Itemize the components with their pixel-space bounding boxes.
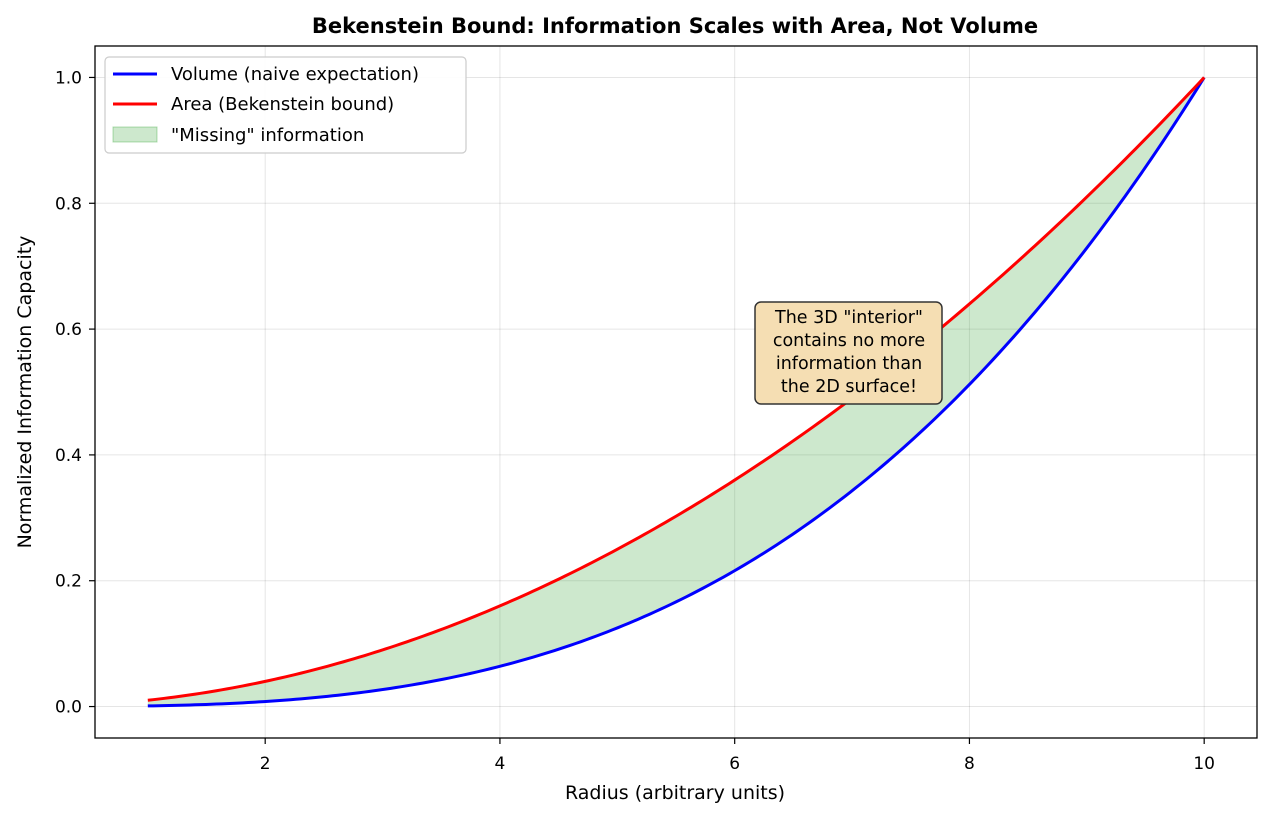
axis-ticks: 2 4 6 8 10 0.0 0.2 0.4 0.6 0.8 1.0 — [55, 68, 1215, 774]
y-tick-label: 0.0 — [55, 698, 82, 718]
plot-frame — [94, 45, 1258, 739]
x-tick-label: 4 — [495, 754, 506, 774]
y-tick-label: 0.4 — [55, 446, 82, 466]
x-axis-label: Radius (arbitrary units) — [565, 782, 785, 804]
annotation-line-1: The 3D "interior" — [774, 308, 923, 328]
annotation-line-4: the 2D surface! — [781, 377, 917, 397]
volume-series-line — [147, 76, 1206, 708]
legend-missing-label: "Missing" information — [171, 125, 364, 146]
legend-missing-swatch — [112, 126, 158, 143]
x-tick-label: 10 — [1193, 754, 1215, 774]
annotation-box — [754, 301, 943, 405]
annotation: The 3D "interior" contains no more infor… — [754, 301, 943, 405]
legend: Volume (naive expectation) Area (Bekenst… — [104, 56, 467, 154]
missing-information-fill — [147, 77, 1205, 706]
x-tick-label: 8 — [964, 754, 975, 774]
y-tick-label: 1.0 — [55, 68, 82, 88]
y-tick-label: 0.8 — [55, 194, 82, 214]
area-series-line — [147, 76, 1206, 702]
x-tick-label: 6 — [729, 754, 740, 774]
x-tick-label: 2 — [260, 754, 271, 774]
y-tick-label: 0.2 — [55, 572, 82, 592]
y-axis-label: Normalized Information Capacity — [14, 236, 36, 549]
chart-title: Bekenstein Bound: Information Scales wit… — [312, 14, 1038, 38]
legend-volume-label: Volume (naive expectation) — [171, 64, 419, 85]
annotation-line-2: contains no more — [773, 331, 925, 351]
legend-frame — [104, 56, 467, 154]
legend-area-label: Area (Bekenstein bound) — [171, 94, 394, 115]
annotation-line-3: information than — [776, 354, 922, 374]
y-tick-label: 0.6 — [55, 320, 82, 340]
